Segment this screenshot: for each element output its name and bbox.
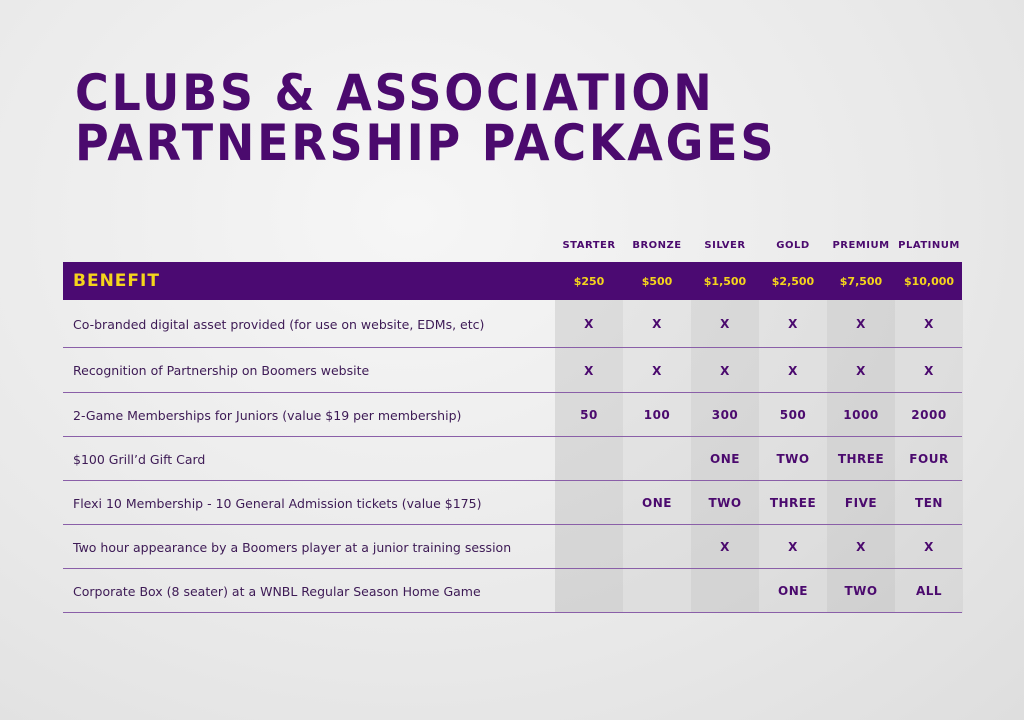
row-divider	[63, 568, 962, 569]
package-value: X	[720, 317, 730, 331]
package-value: X	[924, 540, 934, 554]
package-value: TWO	[776, 452, 810, 466]
title-line: PARTNERSHIP PACKAGES	[75, 114, 777, 172]
package-value: X	[652, 363, 662, 378]
package-value: X	[924, 363, 934, 378]
benefit-text: Flexi 10 Membership - 10 General Admissi…	[73, 495, 482, 511]
package-value: FOUR	[909, 452, 949, 466]
package-value: X	[788, 317, 798, 331]
header-bar	[63, 262, 962, 300]
package-value: ALL	[915, 584, 943, 598]
tier-price: $500	[641, 274, 673, 288]
row-divider	[63, 392, 962, 393]
benefit-text: $100 Grill’d Gift Card	[73, 451, 206, 467]
package-value: 1000	[843, 408, 879, 422]
package-value: X	[924, 317, 934, 331]
package-value: 500	[779, 408, 807, 422]
title-line: CLUBS & ASSOCIATION	[75, 64, 715, 122]
package-value: TWO	[708, 496, 742, 510]
package-value: X	[856, 540, 866, 554]
package-value: X	[788, 363, 798, 378]
package-value: FIVE	[844, 496, 878, 510]
benefit-text: Two hour appearance by a Boomers player …	[73, 539, 512, 555]
tier-price: $1,500	[703, 274, 747, 288]
tier-label: PLATINUM	[898, 239, 960, 251]
package-value: ONE	[642, 496, 672, 510]
tier-label: PREMIUM	[832, 239, 890, 251]
tier-price: $2,500	[771, 274, 815, 288]
tier-label: SILVER	[704, 239, 746, 251]
row-divider	[63, 524, 962, 525]
package-value: X	[720, 540, 730, 554]
column-shade	[623, 300, 691, 613]
benefit-header: BENEFIT	[73, 271, 160, 291]
package-value: X	[652, 317, 662, 331]
package-value: 50	[580, 408, 598, 422]
package-value: ONE	[710, 452, 740, 466]
column-shade	[895, 300, 963, 613]
column-shade	[827, 300, 895, 613]
package-value: X	[720, 363, 730, 378]
tier-label: GOLD	[776, 239, 810, 251]
package-value: THREE	[837, 452, 885, 466]
package-value: ONE	[778, 584, 808, 598]
column-shade	[691, 300, 759, 613]
tier-price: $7,500	[839, 274, 883, 288]
package-value: X	[584, 317, 594, 331]
row-divider	[63, 436, 962, 437]
row-divider	[63, 612, 962, 613]
package-value: X	[584, 363, 594, 378]
package-value: 300	[711, 408, 739, 422]
benefit-text: Corporate Box (8 seater) at a WNBL Regul…	[73, 583, 481, 599]
package-value: X	[788, 540, 798, 554]
column-shade	[555, 300, 623, 613]
package-value: TWO	[844, 584, 878, 598]
benefit-text: Recognition of Partnership on Boomers we…	[73, 363, 370, 378]
package-value: TEN	[915, 496, 943, 510]
package-value: THREE	[769, 496, 817, 510]
row-divider	[63, 480, 962, 481]
tier-price: $250	[573, 274, 605, 288]
tier-label: STARTER	[562, 239, 616, 251]
benefit-text: 2-Game Memberships for Juniors (value $1…	[73, 407, 462, 423]
column-shade	[759, 300, 827, 613]
tier-price: $10,000	[903, 274, 955, 288]
package-value: X	[856, 363, 866, 378]
package-value: X	[856, 317, 866, 331]
tier-label: BRONZE	[632, 239, 682, 251]
package-value: 2000	[911, 408, 947, 422]
row-divider	[63, 347, 962, 348]
benefit-text: Co-branded digital asset provided (for u…	[73, 316, 485, 332]
package-value: 100	[643, 408, 671, 422]
